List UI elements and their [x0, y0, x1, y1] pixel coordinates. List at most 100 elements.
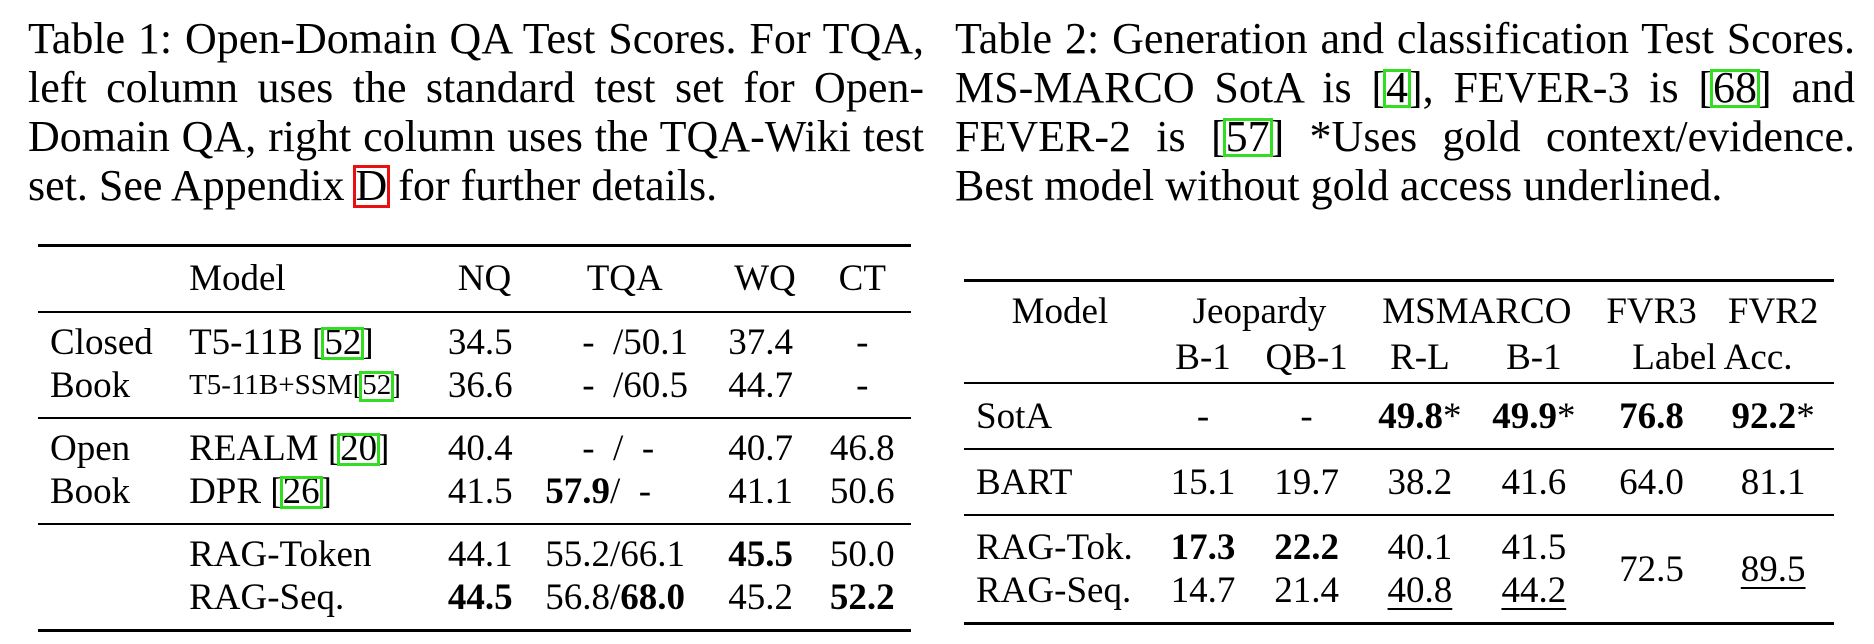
cell-jeopardy-b1: - — [1196, 395, 1210, 437]
header-tqa: TQA — [586, 258, 663, 300]
header-group — [38, 246, 177, 312]
model-name: BART — [976, 461, 1073, 503]
header-model: Model — [189, 258, 286, 300]
cell-wq: 40.7 — [728, 427, 793, 469]
model-name: REALM [20] — [189, 427, 390, 469]
table1: Model NQ TQA WQ CT Closed T5-11B [52] 34… — [38, 244, 911, 632]
caption-text: Table 2: Generation and classification T… — [955, 14, 1855, 112]
cell-fvr3: 64.0 — [1619, 461, 1684, 503]
cell-wq: 45.2 — [728, 576, 793, 618]
caption-text: ] *Uses gold context/evidence. Best mode… — [955, 112, 1855, 210]
table-row: Open REALM [20] 40.4 - / - 40.7 46.8 — [38, 417, 911, 470]
cell-msmarco-b1: 41.5 — [1501, 527, 1567, 568]
cell-fvr2: 89.5 — [1740, 548, 1806, 590]
table-row: RAG-Seq. 44.5 56.8/68.0 45.2 52.2 — [38, 576, 911, 631]
table-row: Book T5-11B+SSM[52] 36.6 - /60.5 44.7 - — [38, 364, 911, 418]
model-name: RAG-Seq. — [189, 576, 345, 618]
caption-text: Table 1: Open-Domain QA Test Scores. For… — [28, 14, 924, 210]
citation-link[interactable]: 52 — [359, 368, 395, 402]
cell-tqa: - /60.5 — [582, 364, 689, 406]
cell-tqa: 57.9/ - — [545, 470, 652, 512]
cell-wq: 41.1 — [728, 470, 793, 512]
header-msmarco-b1: B-1 — [1506, 337, 1562, 378]
table2-caption: Table 2: Generation and classification T… — [955, 14, 1855, 210]
cell-nq: 36.6 — [447, 364, 513, 406]
header-jeopardy-qb1: QB-1 — [1265, 337, 1348, 378]
header-fvr3: FVR3 — [1606, 291, 1697, 332]
cell-nq: 44.1 — [447, 533, 513, 575]
citation-link[interactable]: 52 — [321, 321, 365, 363]
header-wq: WQ — [734, 258, 796, 300]
cell-wq: 37.4 — [728, 321, 793, 363]
cell-jeopardy-b1: 17.3 — [1170, 527, 1236, 568]
group-label — [38, 576, 177, 631]
cell-ct: - — [856, 364, 869, 406]
cell-wq: 45.5 — [728, 533, 793, 575]
table-row: Closed T5-11B [52] 34.5 - /50.1 37.4 - — [38, 311, 911, 364]
group-label — [38, 524, 177, 576]
group-label: Book — [50, 470, 131, 512]
cell-jeopardy-qb1: 22.2 — [1274, 527, 1339, 568]
cell-msmarco-rl: 38.2 — [1387, 461, 1453, 503]
cell-jeopardy-b1: 14.7 — [1170, 570, 1236, 611]
cell-msmarco-rl: 49.8* — [1378, 395, 1462, 437]
appendix-link[interactable]: D — [352, 161, 391, 210]
cell-ct: 46.8 — [829, 427, 895, 469]
cell-fvr3: 72.5 — [1619, 548, 1684, 590]
caption-text: for further details. — [387, 161, 718, 210]
cell-ct: 50.0 — [829, 533, 895, 575]
cell-tqa: - /50.1 — [582, 321, 689, 363]
model-name: SotA — [976, 395, 1053, 437]
table1-caption: Table 1: Open-Domain QA Test Scores. For… — [28, 14, 924, 210]
table2: Model Jeopardy MSMARCO FVR3 FVR2 B-1 QB-… — [964, 279, 1834, 625]
table-row: BART 15.1 19.7 38.2 41.6 64.0 81.1 — [964, 449, 1834, 515]
group-label: Open — [50, 427, 131, 469]
cell-nq: 44.5 — [447, 576, 513, 618]
cell-jeopardy-qb1: - — [1300, 395, 1313, 437]
citation-link[interactable]: 68 — [1710, 63, 1761, 112]
header-jeopardy-b1: B-1 — [1175, 337, 1231, 378]
cell-wq: 44.7 — [728, 364, 793, 406]
cell-tqa: 55.2/66.1 — [545, 533, 685, 575]
cell-msmarco-b1: 49.9* — [1492, 395, 1576, 437]
cell-nq: 40.4 — [447, 427, 513, 469]
cell-nq: 41.5 — [447, 470, 513, 512]
header-fvr2: FVR2 — [1727, 291, 1819, 332]
cell-nq: 34.5 — [447, 321, 513, 363]
citation-link[interactable]: 57 — [1222, 112, 1273, 161]
cell-msmarco-rl: 40.8 — [1387, 570, 1453, 611]
caption-text: ] and FEVER-2 is [ — [955, 63, 1855, 161]
model-name: RAG-Tok. — [976, 527, 1133, 568]
citation-link[interactable]: 4 — [1383, 63, 1412, 112]
cell-jeopardy-qb1: 19.7 — [1274, 461, 1339, 503]
cell-msmarco-b1: 44.2 — [1501, 570, 1567, 611]
citation-link[interactable]: 20 — [337, 427, 381, 469]
cell-ct: 52.2 — [829, 576, 895, 618]
model-name: T5-11B [52] — [189, 321, 374, 363]
cell-msmarco-rl: 40.1 — [1387, 527, 1453, 568]
header-jeopardy: Jeopardy — [1192, 291, 1327, 332]
table-row: Book DPR [26] 41.5 57.9/ - 41.1 50.6 — [38, 470, 911, 524]
table-row: RAG-Tok. 17.3 22.2 40.1 41.5 72.5 89.5 — [964, 515, 1834, 590]
header-model: Model — [1011, 291, 1109, 332]
cell-fvr2: 81.1 — [1740, 461, 1806, 503]
model-name: RAG-Token — [189, 533, 372, 575]
header-msmarco-rl: R-L — [1390, 337, 1450, 378]
model-name: DPR [26] — [189, 470, 332, 512]
group-label: Book — [50, 364, 131, 406]
cell-tqa: - / - — [582, 427, 655, 469]
cell-msmarco-b1: 41.6 — [1501, 461, 1567, 503]
cell-fvr2: 92.2* — [1731, 395, 1815, 437]
cell-tqa: 56.8/68.0 — [545, 576, 685, 618]
header-label-acc: Label Acc. — [1632, 337, 1793, 378]
header-ct: CT — [838, 258, 886, 300]
group-label: Closed — [50, 321, 153, 363]
cell-ct: 50.6 — [829, 470, 895, 512]
citation-link[interactable]: 26 — [279, 470, 323, 512]
header-msmarco: MSMARCO — [1382, 291, 1572, 332]
table-row: RAG-Seq. 14.7 21.4 40.8 44.2 — [964, 569, 1834, 624]
cell-jeopardy-qb1: 21.4 — [1274, 570, 1339, 611]
cell-fvr3: 76.8 — [1619, 395, 1684, 437]
table-row: RAG-Token 44.1 55.2/66.1 45.5 50.0 — [38, 523, 911, 576]
cell-jeopardy-b1: 15.1 — [1170, 461, 1236, 503]
